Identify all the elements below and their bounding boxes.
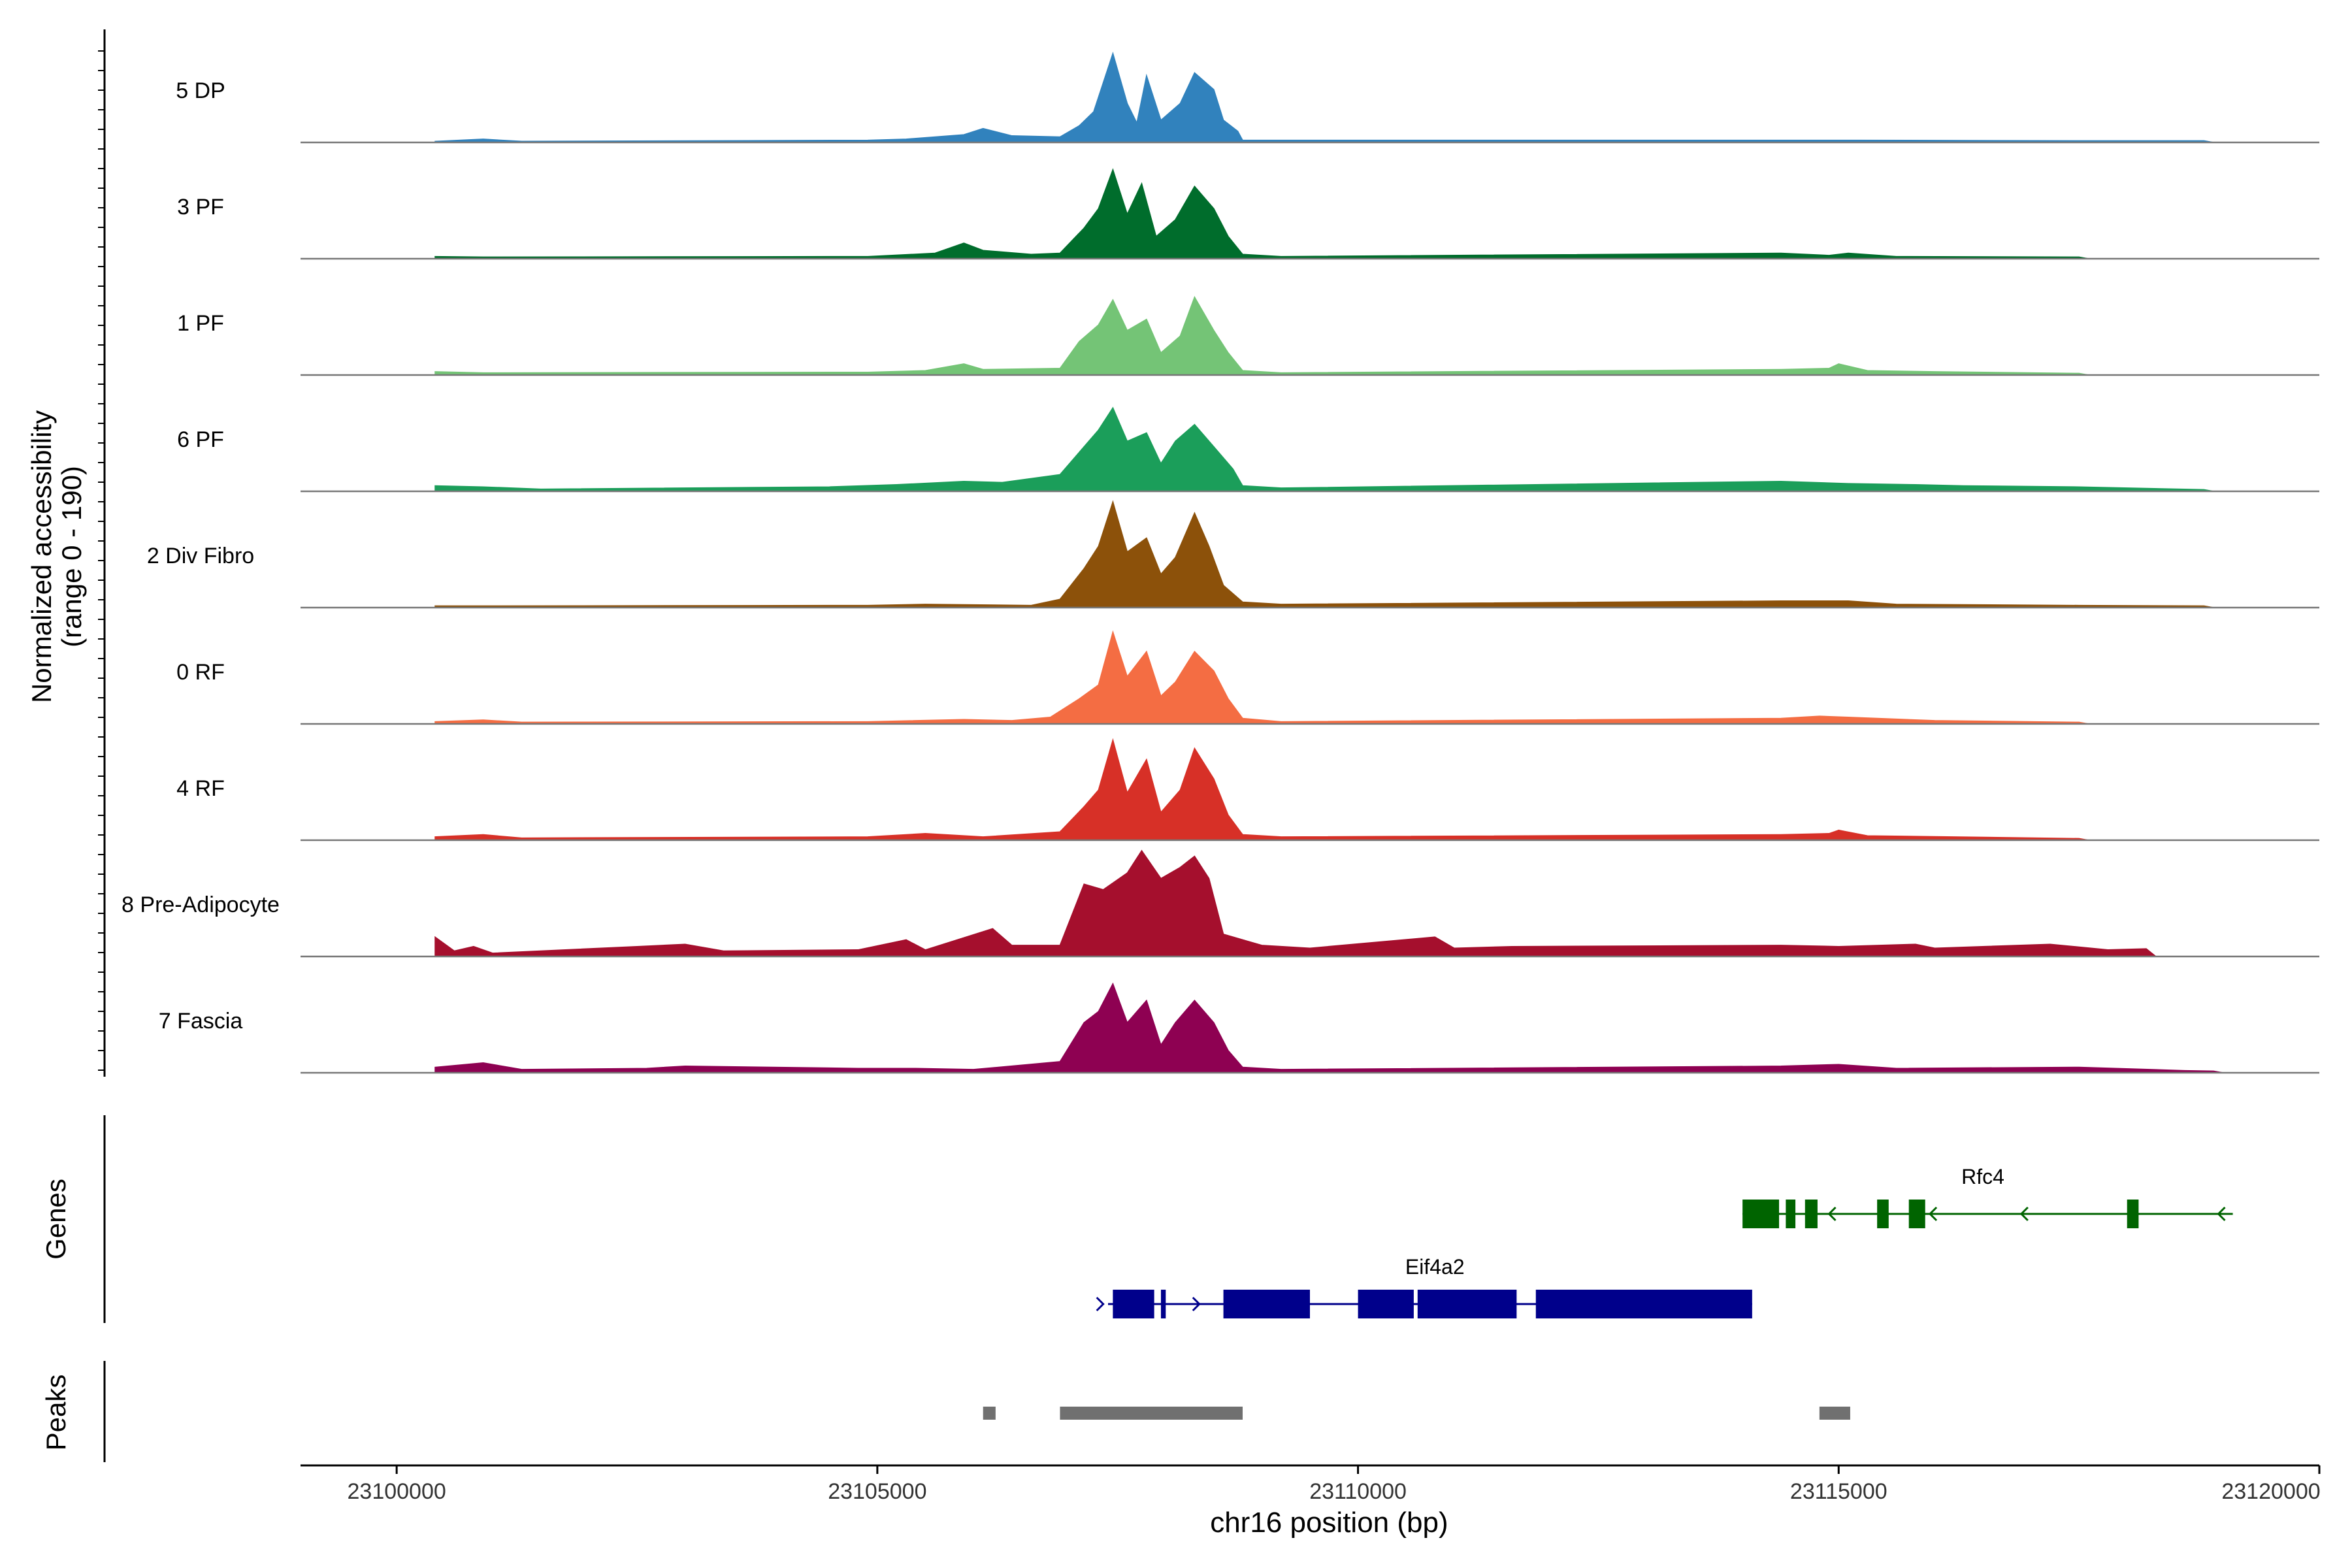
peak	[1819, 1407, 1850, 1420]
coverage-area	[434, 982, 2224, 1073]
gene-label: Rfc4	[1961, 1165, 2004, 1188]
coverage-tracks: 5 DP 3 PF 1 PF 6 PF 2 Div Fibro 0 RF 4 RF 8 Pre…	[122, 52, 2319, 1074]
track-label: 6 PF	[177, 427, 224, 452]
strand-arrow	[2019, 1206, 2029, 1222]
x-tick-label: 23105000	[828, 1479, 926, 1504]
track-label: 8 Pre-Adipocyte	[122, 892, 280, 917]
strand-arrow	[1827, 1206, 1837, 1222]
track-label: 5 DP	[176, 78, 225, 103]
exon	[1160, 1290, 1166, 1318]
exon	[1908, 1200, 1925, 1228]
coverage-area	[434, 738, 2089, 841]
exon	[1223, 1290, 1310, 1318]
exon	[1742, 1200, 1780, 1228]
coverage-area	[434, 500, 2214, 608]
x-axis-title: chr16 position (bp)	[1210, 1507, 1448, 1539]
y-axis	[98, 29, 106, 1077]
track-label: 4 RF	[176, 776, 225, 801]
x-tick-label: 23120000	[2221, 1479, 2320, 1504]
x-tick-label: 23100000	[348, 1479, 446, 1504]
gene-rfc4: Rfc4	[1742, 1165, 2233, 1228]
exon	[1877, 1200, 1889, 1228]
peaks-panel	[103, 1361, 1850, 1462]
track-label: 0 RF	[176, 660, 225, 685]
exon	[1417, 1290, 1517, 1318]
exon	[1535, 1290, 1752, 1318]
coverage-area	[434, 849, 2158, 957]
y-axis-range: (range 0 - 190)	[56, 466, 87, 647]
exon	[1805, 1200, 1818, 1228]
genes-panel-title: Genes	[41, 1179, 71, 1260]
exon	[1358, 1290, 1414, 1318]
track-3: 1 PF	[177, 295, 2319, 376]
track-label: 2 Div Fibro	[147, 544, 254, 568]
track-label: 7 Fascia	[159, 1009, 243, 1034]
track-7: 4 RF	[176, 738, 2319, 841]
exon	[1786, 1200, 1796, 1228]
gene-label: Eif4a2	[1405, 1255, 1465, 1279]
strand-arrow	[1096, 1296, 1105, 1312]
gene-eif4a2: Eif4a2	[1096, 1255, 1752, 1318]
strand-arrow	[1928, 1206, 1938, 1222]
coverage-area	[434, 168, 2089, 259]
x-tick-label: 23115000	[1790, 1479, 1887, 1504]
track-6: 0 RF	[176, 630, 2319, 725]
track-8: 8 Pre-Adipocyte	[122, 849, 2319, 958]
strand-arrow	[2217, 1206, 2226, 1222]
exon	[2127, 1200, 2139, 1228]
x-axis: 23100000 23105000 23110000 23115000 23120000	[301, 1464, 2321, 1504]
coverage-area	[434, 630, 2089, 725]
track-2: 3 PF	[177, 168, 2319, 260]
exon	[1113, 1290, 1154, 1318]
track-9: 7 Fascia	[159, 982, 2319, 1074]
x-tick-label: 23110000	[1309, 1479, 1407, 1504]
coverage-area	[434, 295, 2089, 376]
peak	[1060, 1407, 1243, 1420]
track-4: 6 PF	[177, 406, 2319, 493]
peaks-panel-title: Peaks	[41, 1375, 71, 1451]
strand-arrow	[1192, 1296, 1201, 1312]
track-1: 5 DP	[176, 52, 2319, 144]
track-label: 3 PF	[177, 195, 224, 220]
coverage-area	[434, 406, 2214, 492]
coverage-area	[434, 52, 2214, 143]
track-label: 1 PF	[177, 311, 224, 336]
track-5: 2 Div Fibro	[147, 500, 2319, 609]
genes-panel: Rfc4 Eif4a2	[103, 1115, 2233, 1323]
peak	[983, 1407, 996, 1420]
y-axis-title: Normalized accessibility	[26, 410, 57, 703]
